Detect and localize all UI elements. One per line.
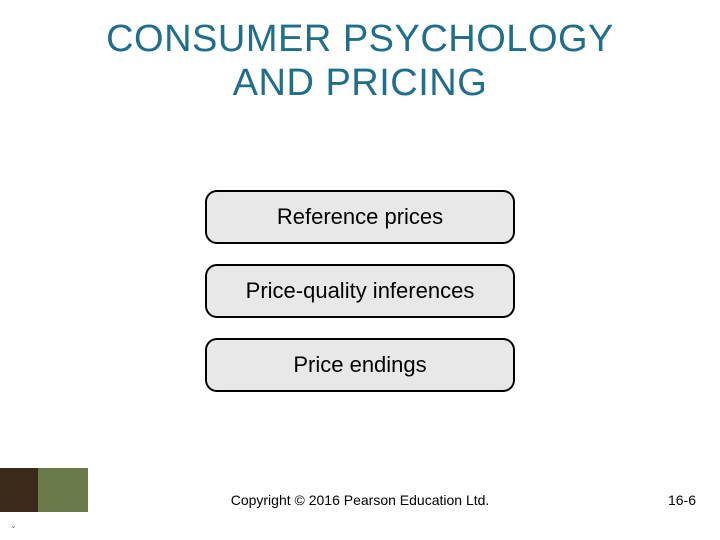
concept-label: Price endings: [293, 352, 426, 378]
concept-label: Reference prices: [277, 204, 443, 230]
title-line-1: CONSUMER PSYCHOLOGY: [106, 18, 614, 60]
title-line-2: AND PRICING: [233, 62, 488, 104]
page-number: 16-6: [668, 492, 696, 508]
concept-box: Price endings: [205, 338, 515, 392]
logo-mark: ⌄: [10, 521, 17, 530]
concept-label: Price-quality inferences: [246, 278, 475, 304]
copyright-text: Copyright © 2016 Pearson Education Ltd.: [0, 492, 720, 508]
slide: CONSUMER PSYCHOLOGY AND PRICING Referenc…: [0, 0, 720, 540]
slide-title: CONSUMER PSYCHOLOGY AND PRICING: [0, 18, 720, 105]
concept-box: Price-quality inferences: [205, 264, 515, 318]
concept-list: Reference prices Price-quality inference…: [0, 190, 720, 392]
concept-box: Reference prices: [205, 190, 515, 244]
